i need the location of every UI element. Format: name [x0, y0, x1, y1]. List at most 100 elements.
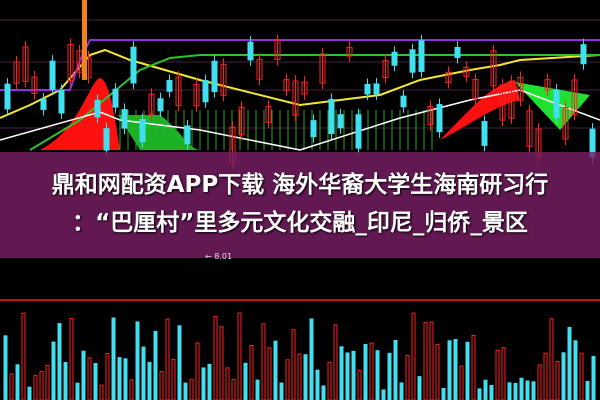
volume-bar [81, 350, 86, 400]
volume-bar [489, 384, 494, 400]
volume-bar [21, 312, 26, 400]
volume-bar [123, 358, 128, 400]
volume-bar [567, 326, 572, 400]
article-title: 鼎和网配资APP下载 海外华裔大学生海南研习行 ：“巴厘村”里多元文化交融_印尼… [0, 166, 600, 242]
volume-bar [267, 347, 272, 400]
volume-bar [33, 374, 38, 400]
volume-bar [261, 323, 266, 400]
title-line-2: ：“巴厘村”里多元文化交融_印尼_归侨_景区 [72, 210, 528, 236]
volume-bar [459, 365, 464, 400]
moving-average-white [0, 89, 600, 151]
volume-bar [537, 364, 542, 400]
volume-bar [9, 373, 14, 400]
volume-bar [243, 362, 248, 400]
volume-bar [435, 343, 440, 400]
volume-bar [129, 379, 134, 400]
volume-bar [345, 352, 350, 400]
volume-bar [69, 317, 74, 400]
volume-bar [405, 354, 410, 400]
volume-bar [495, 349, 500, 400]
volume-bar [429, 321, 434, 400]
volume-bar [357, 370, 362, 400]
volume-bar [171, 358, 176, 400]
volume-bar [249, 344, 254, 400]
volume-bar [465, 341, 470, 400]
volume-bar [135, 321, 140, 400]
volume-bar [513, 382, 518, 400]
volume-bar [339, 346, 344, 400]
title-overlay [0, 152, 600, 258]
volume-bar [93, 363, 98, 400]
volume-bar [231, 378, 236, 400]
volume-bar [375, 350, 380, 400]
volume-bar [237, 312, 242, 400]
volume-bar [321, 385, 326, 400]
volume-bar [483, 379, 488, 400]
volume-bar [225, 367, 230, 400]
volume-bar [363, 343, 368, 400]
volume-bar [471, 334, 476, 400]
volume-bar [417, 376, 422, 400]
volume-bar [519, 377, 524, 400]
volume-bar [207, 363, 212, 400]
red-fill-area [40, 78, 120, 150]
volume-bar [525, 380, 530, 400]
volume-bar [543, 352, 548, 400]
volume-bar [309, 318, 314, 400]
moving-average-yellow [0, 48, 600, 119]
volume-bar [87, 357, 92, 400]
volume-bar [531, 381, 536, 400]
volume-bar [189, 378, 194, 400]
volume-bar [549, 318, 554, 400]
volume-bar [315, 369, 320, 400]
volume-bar [369, 342, 374, 400]
volume-bar [183, 382, 188, 400]
volume-bar [285, 359, 290, 400]
volume-bar [381, 389, 386, 400]
volume-bar [147, 361, 152, 400]
volume-bar [75, 382, 80, 400]
volume-bar [39, 370, 44, 400]
volume-bar [333, 324, 338, 400]
volume-bar [201, 367, 206, 400]
volume-bar [15, 364, 20, 400]
volume-bar [105, 353, 110, 400]
volume-bar [195, 342, 200, 400]
volume-bar [255, 379, 260, 400]
volume-bar [279, 382, 284, 400]
volume-bar [159, 371, 164, 400]
volume-bar [111, 317, 116, 400]
volume-bar [177, 325, 182, 400]
volume-bar [297, 353, 302, 400]
volume-bar [291, 329, 296, 400]
volume-bar [57, 323, 62, 400]
volume-bar [351, 350, 356, 400]
volume-bar [219, 326, 224, 400]
volume-bar [507, 382, 512, 400]
volume-bar [3, 335, 8, 400]
volume-bar [441, 387, 446, 400]
volume-bar [153, 330, 158, 400]
volume-bar [591, 355, 596, 400]
green-fill-area [515, 82, 590, 130]
volume-bar [45, 365, 50, 400]
volume-bar [579, 352, 584, 400]
title-line-1: 鼎和网配资APP下载 海外华裔大学生海南研习行 [51, 172, 549, 198]
volume-bar [273, 340, 278, 400]
volume-bar [501, 347, 506, 400]
red-fill-area [440, 80, 520, 140]
volume-bar [423, 322, 428, 400]
volume-bar [555, 360, 560, 400]
volume-bar [99, 384, 104, 400]
volume-bar [387, 352, 392, 400]
green-fill-area [118, 115, 200, 150]
volume-bar [399, 382, 404, 400]
volume-bar [51, 341, 56, 400]
volume-bar [27, 386, 32, 400]
volume-bar [447, 340, 452, 400]
volume-bar [63, 361, 68, 400]
volume-bar [165, 318, 170, 400]
volume-bar [393, 339, 398, 400]
price-label: ← 8.01 [205, 252, 233, 261]
